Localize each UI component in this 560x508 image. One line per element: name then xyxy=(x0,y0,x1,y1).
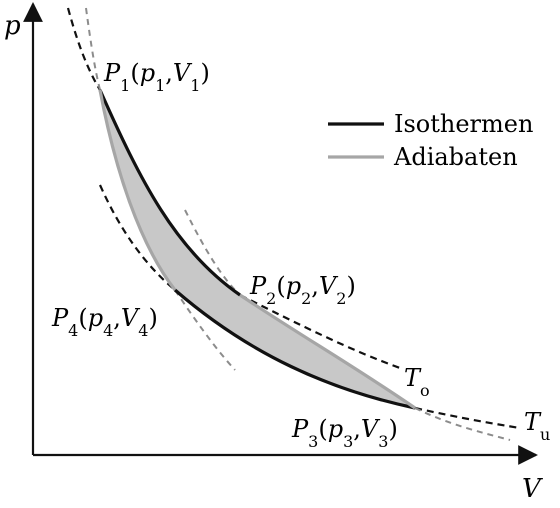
legend-adiabat-label: Adiabaten xyxy=(393,143,518,171)
temperature-label-lower: Tu xyxy=(524,408,550,444)
adiabat-left xyxy=(98,89,177,291)
point-label-p1: P1(p1,V1) xyxy=(103,59,210,95)
isotherm-upper xyxy=(98,89,241,297)
y-axis-label: p xyxy=(4,11,21,41)
isotherm-lower xyxy=(173,288,416,410)
temperature-label-upper: To xyxy=(404,364,430,400)
legend: Isothermen Adiabaten xyxy=(328,110,533,171)
isotherm-lower-extension xyxy=(98,184,521,430)
adiabat-left-extension xyxy=(85,7,236,371)
isotherm-upper-extension xyxy=(66,7,401,370)
legend-isotherm-label: Isothermen xyxy=(394,110,533,138)
adiabat-right xyxy=(239,293,416,410)
point-label-p4: P4(p4,V4) xyxy=(51,304,158,340)
point-label-p3: P3(p3,V3) xyxy=(291,415,398,451)
x-axis-label: V xyxy=(522,474,543,504)
point-label-p2: P2(p2,V2) xyxy=(249,272,356,308)
cycle-area xyxy=(100,90,415,408)
